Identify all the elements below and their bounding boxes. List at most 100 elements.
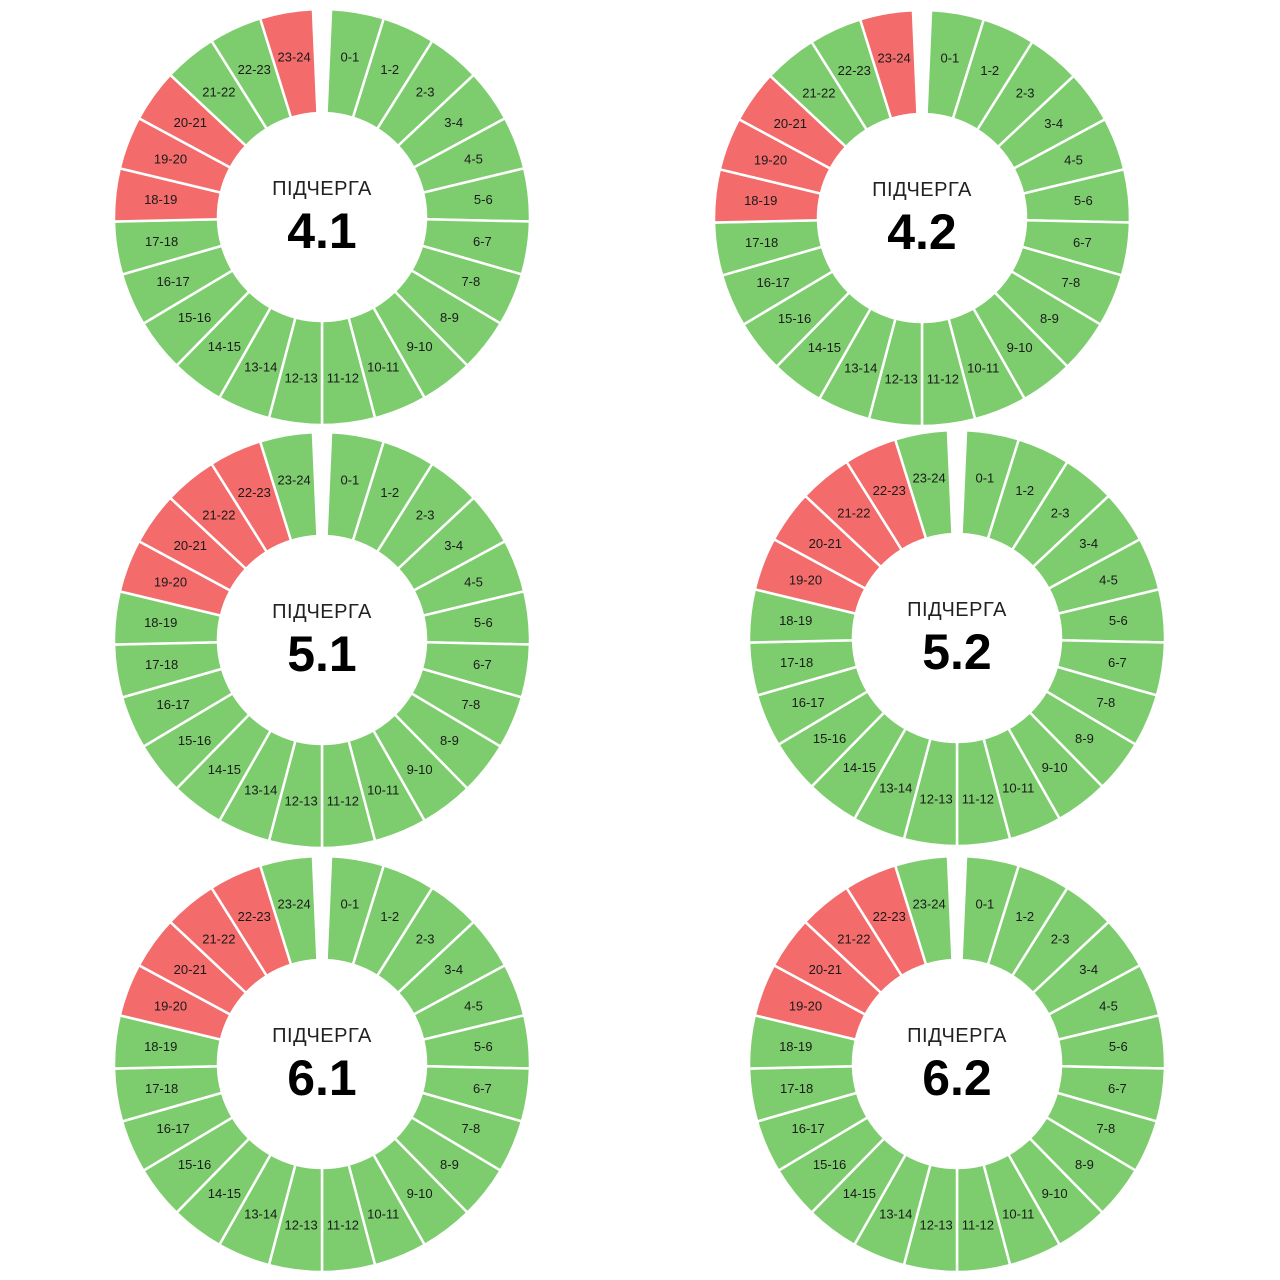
hour-label: 9-10 — [1042, 1186, 1068, 1201]
hour-label: 18-19 — [744, 193, 777, 208]
hour-label: 12-13 — [284, 793, 317, 808]
hour-label: 5-6 — [1109, 1039, 1128, 1054]
hour-label: 16-17 — [157, 1121, 190, 1136]
hour-label: 11-12 — [962, 791, 994, 806]
hour-label: 14-15 — [208, 339, 241, 354]
hour-label: 23-24 — [877, 51, 910, 66]
hour-label: 7-8 — [1096, 695, 1115, 710]
hour-label: 20-21 — [809, 962, 842, 977]
hour-label: 9-10 — [407, 339, 433, 354]
hour-label: 9-10 — [1007, 340, 1033, 355]
hour-label: 15-16 — [813, 731, 846, 746]
hour-label: 1-2 — [1015, 909, 1034, 924]
queue-donut-6-1: 0-1 1-2 2-3 3-4 4-5 5-6 6-7 7-8 8-9 9-10 10-11 11-1… — [112, 854, 532, 1274]
donut-hole — [219, 114, 425, 320]
hour-label: 21-22 — [802, 85, 835, 100]
hour-label: 0-1 — [340, 473, 359, 488]
hour-label: 13-14 — [244, 1207, 277, 1222]
hour-label: 16-17 — [157, 274, 190, 289]
hour-label: 13-14 — [244, 783, 277, 798]
hour-segment-23-24-on — [893, 854, 954, 967]
hour-label: 9-10 — [407, 762, 433, 777]
hour-label: 10-11 — [367, 360, 399, 375]
hour-label: 6-7 — [473, 234, 492, 249]
hour-label: 9-10 — [1042, 760, 1068, 775]
hour-label: 15-16 — [178, 733, 211, 748]
hour-label: 0-1 — [975, 471, 994, 486]
hour-label: 4-5 — [1099, 573, 1118, 588]
queue-donut-6-2: 0-1 1-2 2-3 3-4 4-5 5-6 6-7 7-8 8-9 9-10 10-11 11-1… — [747, 854, 1167, 1274]
queue-caption: ПІДЧЕРГА — [272, 178, 372, 200]
hour-label: 5-6 — [474, 1039, 493, 1054]
hour-label: 14-15 — [843, 1186, 876, 1201]
hour-label: 11-12 — [327, 370, 359, 385]
hour-label: 1-2 — [980, 63, 999, 78]
hour-label: 4-5 — [464, 999, 483, 1014]
hour-label: 22-23 — [238, 62, 271, 77]
hour-segment-23-24-on — [258, 854, 319, 967]
hour-label: 7-8 — [1096, 1121, 1115, 1136]
hour-label: 18-19 — [144, 192, 177, 207]
hour-label: 10-11 — [1002, 1207, 1034, 1222]
hour-label: 1-2 — [380, 909, 399, 924]
hour-label: 6-7 — [1073, 235, 1092, 250]
hour-label: 7-8 — [461, 1121, 480, 1136]
hour-label: 13-14 — [244, 360, 277, 375]
hour-label: 22-23 — [873, 483, 906, 498]
hour-label: 12-13 — [284, 1217, 317, 1232]
hour-label: 8-9 — [1075, 731, 1094, 746]
hour-segment-23-24-off — [858, 8, 919, 121]
queue-number: 5.2 — [922, 624, 992, 680]
hour-label: 13-14 — [844, 361, 877, 376]
hour-label: 2-3 — [1016, 85, 1035, 100]
queue-number: 5.1 — [287, 626, 357, 682]
donut-hole — [819, 115, 1025, 321]
hour-label: 10-11 — [367, 783, 399, 798]
hour-label: 20-21 — [174, 962, 207, 977]
hour-label: 0-1 — [940, 51, 959, 66]
hour-label: 3-4 — [444, 962, 463, 977]
hour-label: 19-20 — [154, 152, 187, 167]
hour-label: 4-5 — [464, 152, 483, 167]
hour-label: 10-11 — [367, 1207, 399, 1222]
hour-label: 1-2 — [1015, 483, 1034, 498]
hour-label: 19-20 — [154, 575, 187, 590]
hour-label: 14-15 — [808, 340, 841, 355]
hour-label: 2-3 — [416, 84, 435, 99]
hour-label: 23-24 — [277, 473, 310, 488]
hour-label: 8-9 — [1075, 1157, 1094, 1172]
hour-label: 14-15 — [208, 1186, 241, 1201]
hour-label: 11-12 — [927, 371, 959, 386]
hour-label: 16-17 — [157, 697, 190, 712]
hour-label: 8-9 — [440, 1157, 459, 1172]
hour-label: 17-18 — [745, 235, 778, 250]
hour-label: 18-19 — [779, 1039, 812, 1054]
hour-label: 23-24 — [277, 897, 310, 912]
donut-hole — [854, 961, 1060, 1167]
hour-label: 17-18 — [780, 1081, 813, 1096]
queue-caption: ПІДЧЕРГА — [872, 179, 972, 201]
hour-label: 5-6 — [474, 192, 493, 207]
queue-caption: ПІДЧЕРГА — [907, 599, 1007, 621]
hour-label: 3-4 — [444, 538, 463, 553]
hour-label: 18-19 — [144, 1039, 177, 1054]
hour-label: 3-4 — [1079, 536, 1098, 551]
hour-label: 12-13 — [919, 1217, 952, 1232]
hour-label: 2-3 — [1051, 931, 1070, 946]
queue-donut-4-1: 0-1 1-2 2-3 3-4 4-5 5-6 6-7 7-8 8-9 9-10 10-11 11-1… — [112, 7, 532, 427]
hour-label: 8-9 — [1040, 311, 1059, 326]
hour-label: 5-6 — [474, 615, 493, 630]
hour-label: 18-19 — [144, 615, 177, 630]
hour-label: 23-24 — [277, 50, 310, 65]
hour-label: 8-9 — [440, 310, 459, 325]
queue-caption: ПІДЧЕРГА — [272, 601, 372, 623]
hour-label: 11-12 — [962, 1217, 994, 1232]
queue-number: 4.1 — [287, 203, 357, 259]
hour-label: 11-12 — [327, 1217, 359, 1232]
donut-hole — [219, 537, 425, 743]
hour-label: 15-16 — [178, 1157, 211, 1172]
hour-label: 3-4 — [1044, 116, 1063, 131]
hour-label: 13-14 — [879, 781, 912, 796]
hour-label: 0-1 — [975, 897, 994, 912]
